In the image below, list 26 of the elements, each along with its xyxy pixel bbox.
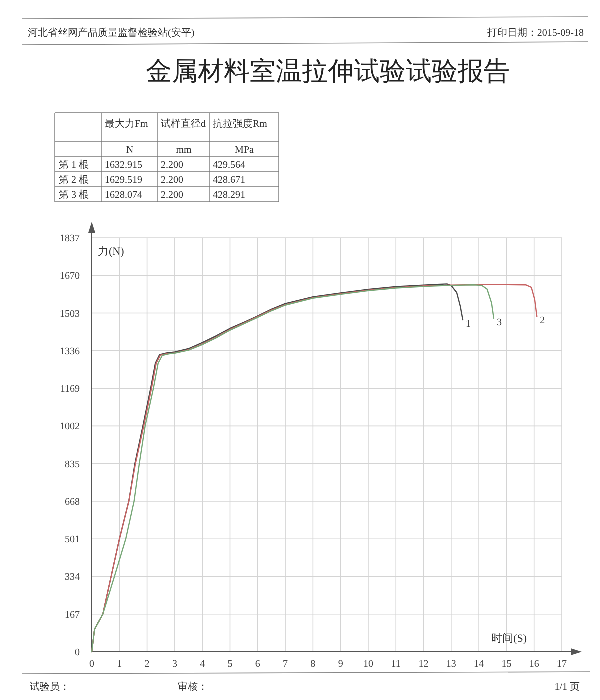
annotation: 抗拉强度Rm (213, 119, 268, 130)
annotation: 2.200 (161, 190, 184, 201)
title: 金属材料室温拉伸试验试验报告 (146, 57, 510, 86)
annotation: 1629.519 (105, 175, 142, 186)
annotation: 打印日期：2015-09-18 (487, 28, 584, 39)
xlabel: 时间(S) (492, 633, 527, 645)
annotation: 429.564 (213, 160, 246, 171)
annotation: MPa (235, 145, 254, 156)
annotation: 最大力Fm (105, 119, 148, 130)
annotation: 1/1 页 (554, 682, 580, 693)
annotation: 试验员： (30, 682, 70, 693)
annotation: mm (176, 145, 192, 156)
annotation: 1628.074 (105, 190, 142, 201)
annotation: 2.200 (161, 175, 184, 186)
annotation: 1632.915 (105, 160, 142, 171)
annotation: 428.671 (213, 175, 246, 186)
annotation: 第 3 根 (59, 190, 89, 201)
annotation: 审核： (178, 682, 208, 693)
annotation: 428.291 (213, 190, 246, 201)
ylabel: 力(N) (98, 246, 124, 258)
annotation: 河北省丝网产品质量监督检验站(安平) (28, 28, 195, 39)
annotation: 第 2 根 (59, 175, 89, 186)
annotation: 2.200 (161, 160, 184, 171)
annotation: 试样直径d (161, 119, 206, 130)
annotation: 第 1 根 (59, 160, 89, 171)
annotation: N (126, 145, 134, 156)
